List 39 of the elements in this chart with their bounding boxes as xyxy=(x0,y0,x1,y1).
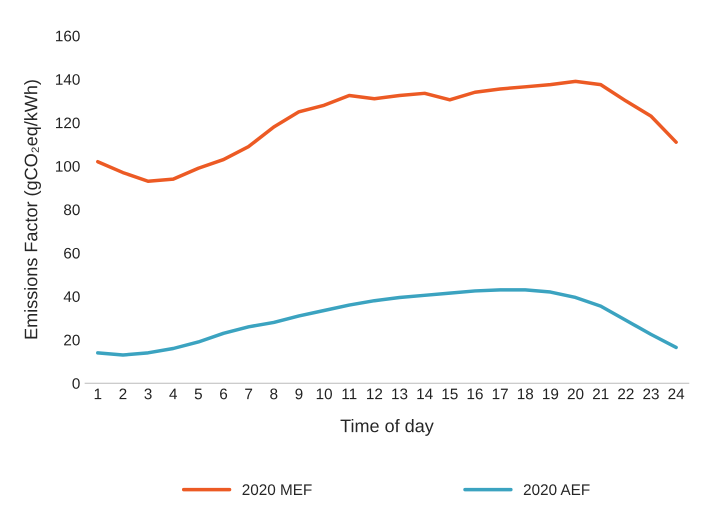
y-tick-label: 20 xyxy=(64,334,80,346)
x-tick-label: 21 xyxy=(592,388,608,400)
x-tick-label: 10 xyxy=(316,388,332,400)
x-tick-label: 23 xyxy=(643,388,659,400)
x-tick-label: 15 xyxy=(442,388,458,400)
legend-label: 2020 MEF xyxy=(242,484,312,496)
x-tick-label: 4 xyxy=(169,388,178,400)
x-tick-label: 2 xyxy=(119,388,126,400)
x-tick-label: 7 xyxy=(245,388,252,400)
y-tick-label: 60 xyxy=(64,248,80,259)
y-tick-label: 140 xyxy=(56,74,80,85)
x-tick-label: 19 xyxy=(543,388,558,400)
x-tick-label: 3 xyxy=(144,388,152,400)
x-tick-label: 5 xyxy=(194,388,202,400)
x-tick-label: 20 xyxy=(568,388,584,400)
x-tick-label: 8 xyxy=(270,388,278,400)
y-tick-label: 100 xyxy=(56,160,80,172)
x-tick-label: 12 xyxy=(367,388,382,400)
x-tick-label: 24 xyxy=(668,388,684,400)
y-tick-label: 40 xyxy=(64,291,80,302)
line-series xyxy=(96,80,678,184)
x-tick-label: 18 xyxy=(518,388,534,400)
x-tick-label: 1 xyxy=(94,388,102,400)
x-axis-title: Time of day xyxy=(340,419,434,436)
line-series xyxy=(96,288,678,357)
y-tick-label: 160 xyxy=(56,30,80,42)
y-tick-label: 120 xyxy=(56,118,80,128)
x-tick-label: 6 xyxy=(220,388,228,400)
y-tick-label: 80 xyxy=(64,204,80,216)
y-axis-title: Emissions Factor (gCO₂eq/kWh) xyxy=(24,80,41,338)
y-tick-label: 0 xyxy=(72,378,80,389)
x-tick-label: 22 xyxy=(618,388,634,400)
x-tick-label: 13 xyxy=(392,388,408,400)
x-tick-label: 11 xyxy=(342,388,356,400)
x-tick-label: 9 xyxy=(295,388,302,400)
x-tick-label: 14 xyxy=(417,388,433,400)
x-tick-label: 17 xyxy=(492,388,508,400)
x-tick-label: 16 xyxy=(468,388,483,400)
legend-label: 2020 AEF xyxy=(524,484,590,496)
